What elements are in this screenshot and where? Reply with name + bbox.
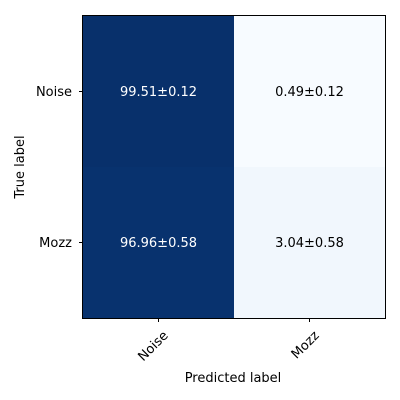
y-axis-label: True label — [13, 135, 28, 199]
heatmap-cells — [83, 16, 385, 318]
cell-value-label: 0.49±0.12 — [275, 85, 344, 100]
x-tick-label: Mozz — [289, 328, 323, 362]
x-axis-label: Predicted label — [185, 371, 282, 386]
plot-frame — [82, 15, 386, 319]
heatmap-cell — [83, 167, 234, 318]
x-tick-label: Noise — [135, 328, 171, 364]
cell-value-label: 99.51±0.12 — [120, 85, 197, 100]
y-tick-label: Noise — [36, 85, 72, 100]
heatmap-cell-labels: 99.51±0.12 0.49±0.12 96.96±0.58 3.04±0.58 — [120, 85, 344, 251]
y-tick-label: Mozz — [39, 236, 72, 251]
cell-value-label: 96.96±0.58 — [120, 236, 197, 251]
heatmap-cell — [234, 16, 385, 167]
axis-ticks — [79, 91, 310, 322]
heatmap-cell — [234, 167, 385, 318]
heatmap-cell — [83, 16, 234, 167]
cell-value-label: 3.04±0.58 — [275, 236, 344, 251]
